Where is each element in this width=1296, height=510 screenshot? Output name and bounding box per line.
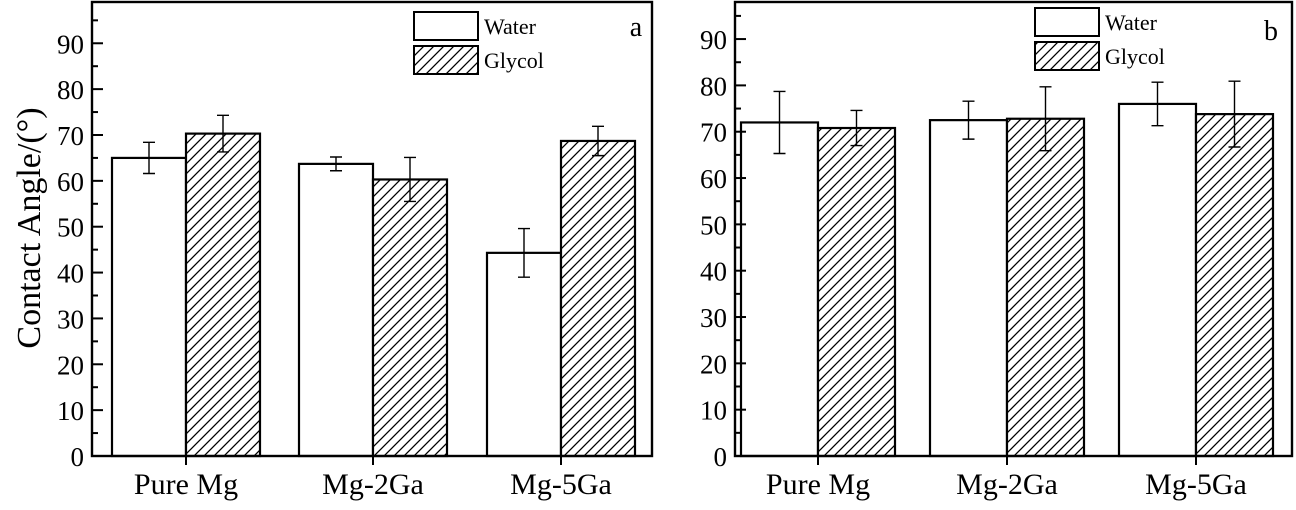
- y-tick-label: 40: [700, 257, 727, 287]
- bar-glycol-pure-mg: [816, 126, 897, 458]
- panel-label: a: [630, 12, 643, 43]
- error-bar-glycol-3: [1228, 80, 1241, 148]
- bar-water-mg-5ga: [1117, 102, 1198, 458]
- y-tick-label: 60: [57, 167, 84, 197]
- legend-label-glycol: Glycol: [484, 48, 544, 73]
- y-tick-label: 90: [57, 29, 84, 59]
- bar-glycol-mg-5ga: [1194, 113, 1275, 458]
- x-category-label: Mg-5Ga: [1145, 468, 1247, 501]
- error-bar-water-3: [518, 227, 530, 278]
- error-bar-glycol-1: [217, 114, 229, 153]
- y-tick-label: 20: [57, 350, 84, 380]
- error-bar-glycol-2: [1039, 86, 1052, 152]
- legend-swatch-glycol: [1034, 41, 1100, 71]
- y-tick-label: 50: [57, 213, 84, 243]
- legend-label-glycol: Glycol: [1105, 44, 1165, 69]
- bar-glycol-mg-5ga: [559, 139, 637, 458]
- y-axis-title: Contact Angle/(°): [11, 107, 48, 348]
- legend-label-water: Water: [1105, 10, 1158, 35]
- y-tick-label: 90: [700, 25, 727, 55]
- y-tick-label: 10: [700, 396, 727, 426]
- x-category-label: Mg-2Ga: [322, 468, 424, 501]
- bar-water-pure-mg: [739, 121, 820, 458]
- y-tick-label: 80: [700, 71, 727, 101]
- error-bar-water-1: [143, 141, 155, 175]
- y-tick-label: 60: [700, 164, 727, 194]
- panel-label: b: [1264, 16, 1278, 47]
- y-tick-label: 0: [71, 442, 85, 472]
- y-tick-label: 30: [57, 304, 84, 334]
- y-tick-label: 30: [700, 303, 727, 333]
- legend-swatch-water: [413, 11, 479, 41]
- bar-water-pure-mg: [110, 156, 188, 458]
- y-tick-label: 20: [700, 349, 727, 379]
- bar-glycol-pure-mg: [184, 132, 262, 458]
- y-tick-label: 70: [700, 118, 727, 148]
- error-bar-glycol-2: [404, 156, 416, 203]
- bar-water-mg-2ga: [928, 119, 1009, 458]
- legend-swatch-glycol: [413, 45, 479, 75]
- bar-water-mg-5ga: [485, 251, 563, 458]
- y-tick-label: 40: [57, 259, 84, 289]
- error-bar-glycol-1: [850, 109, 863, 147]
- error-bar-glycol-3: [592, 125, 604, 157]
- plot-frame: [733, 0, 1294, 458]
- y-tick-label: 80: [57, 75, 84, 105]
- error-bar-water-1: [773, 90, 786, 155]
- chart-panel-a: 0 10 20 30 40 50 60 70 80 90 Pure Mg Mg-2Ga Mg-5Ga Wa…: [57, 0, 654, 501]
- error-bar-water-3: [1151, 81, 1164, 127]
- chart-panel-b: 0 10 20 30 40 50 60 70 80 90 Pure Mg Mg-2Ga Mg-5Ga Wa…: [700, 0, 1294, 501]
- y-tick-label: 70: [57, 121, 84, 151]
- error-bar-water-2: [330, 156, 342, 172]
- x-category-label: Mg-5Ga: [510, 468, 612, 501]
- x-category-label: Mg-2Ga: [956, 468, 1058, 501]
- y-tick-label: 50: [700, 210, 727, 240]
- y-tick-label: 10: [57, 396, 84, 426]
- legend-label-water: Water: [484, 14, 537, 39]
- error-bar-water-2: [962, 100, 975, 140]
- x-category-label: Pure Mg: [766, 468, 870, 501]
- bar-glycol-mg-2ga: [1005, 117, 1086, 458]
- x-category-label: Pure Mg: [134, 468, 238, 501]
- y-tick-label: 0: [714, 442, 728, 472]
- bar-glycol-mg-2ga: [371, 178, 449, 458]
- legend-swatch-water: [1034, 7, 1100, 37]
- bar-water-mg-2ga: [297, 162, 375, 458]
